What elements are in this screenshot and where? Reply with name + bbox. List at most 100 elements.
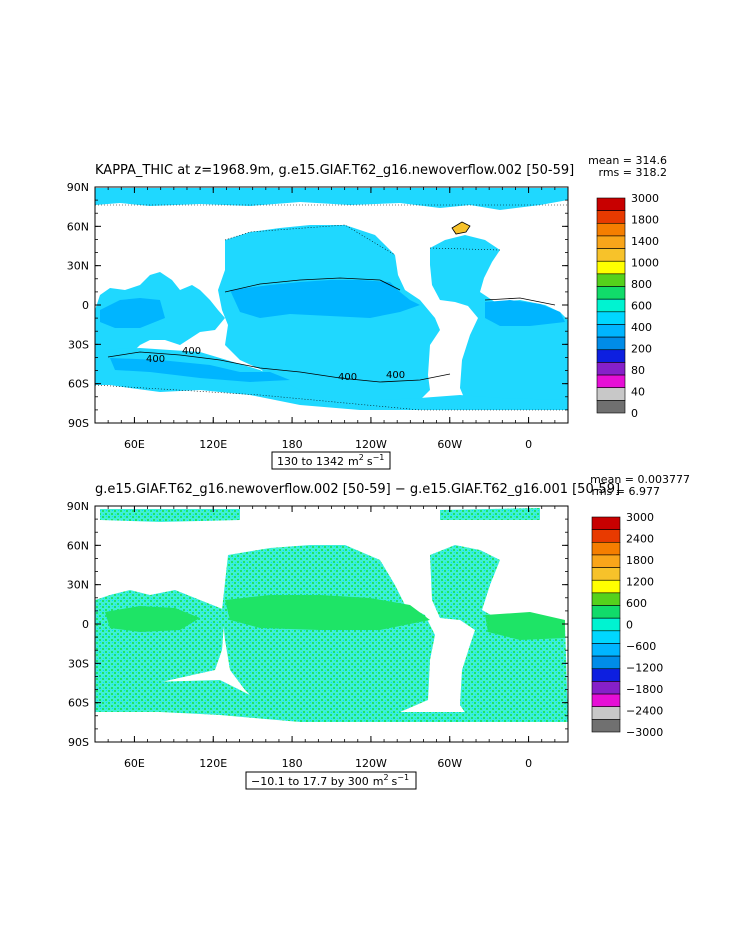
panel1-rms: rms = 318.2: [599, 166, 667, 179]
lat-tick-label: 30N: [67, 260, 89, 273]
lat-tick-label: 60S: [68, 697, 89, 710]
panel2-lat-axis: 90N 60N 30N 0 30S 60S 90S: [67, 500, 568, 749]
lon-tick-label: 60E: [124, 438, 145, 451]
panel1-range-box: 130 to 1342 m2 s−1: [271, 451, 391, 470]
colorbar-label: 200: [631, 343, 652, 356]
panel2-colorbar: 3000 2400 1800 1200 600 0 −600 −1200 −1800 −2400 −…: [591, 511, 663, 739]
colorbar-swatch: [596, 336, 626, 351]
lon-tick-label: 180: [282, 757, 303, 770]
lat-tick-label: 90S: [68, 736, 89, 749]
panel1-mean: mean = 314.6: [588, 154, 667, 167]
colorbar-swatch: [596, 374, 626, 389]
lat-tick-label: 30N: [67, 579, 89, 592]
lon-tick-label: 0: [525, 438, 532, 451]
colorbar-swatch: [596, 197, 626, 211]
lon-tick-label: 0: [525, 757, 532, 770]
colorbar-swatch: [591, 554, 621, 568]
colorbar-label: 3000: [626, 511, 654, 524]
colorbar-label: 1000: [631, 257, 659, 270]
colorbar-swatch: [596, 400, 626, 414]
lat-tick-label: 90N: [67, 500, 89, 513]
colorbar-swatch: [596, 387, 626, 401]
lat-tick-label: 60N: [67, 220, 89, 233]
panel2-lon-axis: 60E 120E 180 120W 60W 0: [94, 506, 569, 770]
lon-tick-label: 120E: [199, 757, 227, 770]
panel2-rms: rms = 6.977: [592, 485, 660, 498]
arctic-ocean: [95, 188, 568, 210]
colorbar-swatch: [591, 655, 621, 670]
lon-tick-label: 60W: [437, 438, 462, 451]
colorbar-swatch: [596, 324, 626, 338]
colorbar-swatch: [596, 235, 626, 249]
contour-label: 400: [182, 346, 201, 357]
colorbar-label: 1200: [626, 576, 654, 589]
colorbar-label: −3000: [626, 726, 663, 739]
colorbar-swatch: [591, 529, 621, 543]
panel1-title: KAPPA_THIC at z=1968.9m, g.e15.GIAF.T62_…: [95, 163, 574, 178]
diff-southern: [95, 680, 568, 722]
colorbar-label: −600: [626, 640, 656, 653]
colorbar-label: 1800: [626, 554, 654, 567]
colorbar-swatch: [596, 298, 626, 313]
contour-400-south: [107, 351, 451, 383]
panel1-range-text: 130 to 1342: [277, 455, 344, 468]
contour-label: 400: [386, 370, 405, 381]
colorbar-swatch: [596, 222, 626, 237]
colorbar-label: −1200: [626, 662, 663, 675]
colorbar-swatch: [596, 260, 626, 275]
panel1-map: [95, 188, 568, 411]
contour-400-pacific: [224, 277, 401, 293]
deep-region-atlantic: [485, 300, 565, 326]
contour-400-atlantic: [484, 297, 556, 306]
colorbar-swatch: [596, 349, 626, 363]
colorbar-label: 1800: [631, 214, 659, 227]
lat-tick-label: 60N: [67, 539, 89, 552]
colorbar-swatch: [596, 248, 626, 262]
colorbar-label: 0: [626, 619, 633, 632]
southern-ocean: [95, 348, 568, 410]
colorbar-label: 0: [631, 407, 638, 420]
colorbar-swatch: [591, 693, 621, 708]
colorbar-label: 800: [631, 278, 652, 291]
colorbar-swatch: [596, 210, 626, 224]
deep-region-southern: [110, 358, 290, 382]
lat-tick-label: 30S: [68, 338, 89, 351]
lat-tick-label: 0: [82, 618, 89, 631]
panel1: KAPPA_THIC at z=1968.9m, g.e15.GIAF.T62_…: [67, 154, 667, 470]
colorbar-swatch: [591, 605, 621, 619]
panel1-lat-axis: 90N 60N 30N 0 30S 60S 90S: [67, 181, 568, 430]
colorbar-swatch: [591, 617, 621, 632]
panel2-range-box: −10.1 to 17.7 by 300 m2 s−1: [245, 771, 417, 790]
colorbar-swatch: [591, 630, 621, 644]
lat-tick-label: 60S: [68, 378, 89, 391]
colorbar-swatch: [591, 643, 621, 657]
diff-indian: [95, 590, 225, 690]
colorbar-label: 2400: [626, 533, 654, 546]
contour-label: 400: [338, 372, 357, 383]
colorbar-swatch: [596, 311, 626, 325]
colorbar-label: 400: [631, 321, 652, 334]
colorbar-swatch: [591, 681, 621, 695]
colorbar-label: −1800: [626, 683, 663, 696]
colorbar-label: 1400: [631, 235, 659, 248]
lat-tick-label: 90S: [68, 417, 89, 430]
lon-tick-label: 120W: [355, 438, 387, 451]
panel2-range-text: −10.1 to 17.7 by 300: [251, 775, 369, 788]
panel2-title: g.e15.GIAF.T62_g16.newoverflow.002 [50-5…: [95, 482, 620, 497]
colorbar-label: 40: [631, 386, 645, 399]
colorbar-swatch: [591, 579, 621, 594]
colorbar-swatch: [591, 592, 621, 606]
panel2: g.e15.GIAF.T62_g16.newoverflow.002 [50-5…: [67, 473, 690, 790]
lon-tick-label: 180: [282, 438, 303, 451]
colorbar-label: 3000: [631, 192, 659, 205]
lon-tick-label: 120E: [199, 438, 227, 451]
colorbar-label: −2400: [626, 705, 663, 718]
lat-tick-label: 90N: [67, 181, 89, 194]
colorbar-label: 600: [626, 597, 647, 610]
colorbar-swatch: [591, 516, 621, 530]
colorbar-swatch: [596, 273, 626, 287]
